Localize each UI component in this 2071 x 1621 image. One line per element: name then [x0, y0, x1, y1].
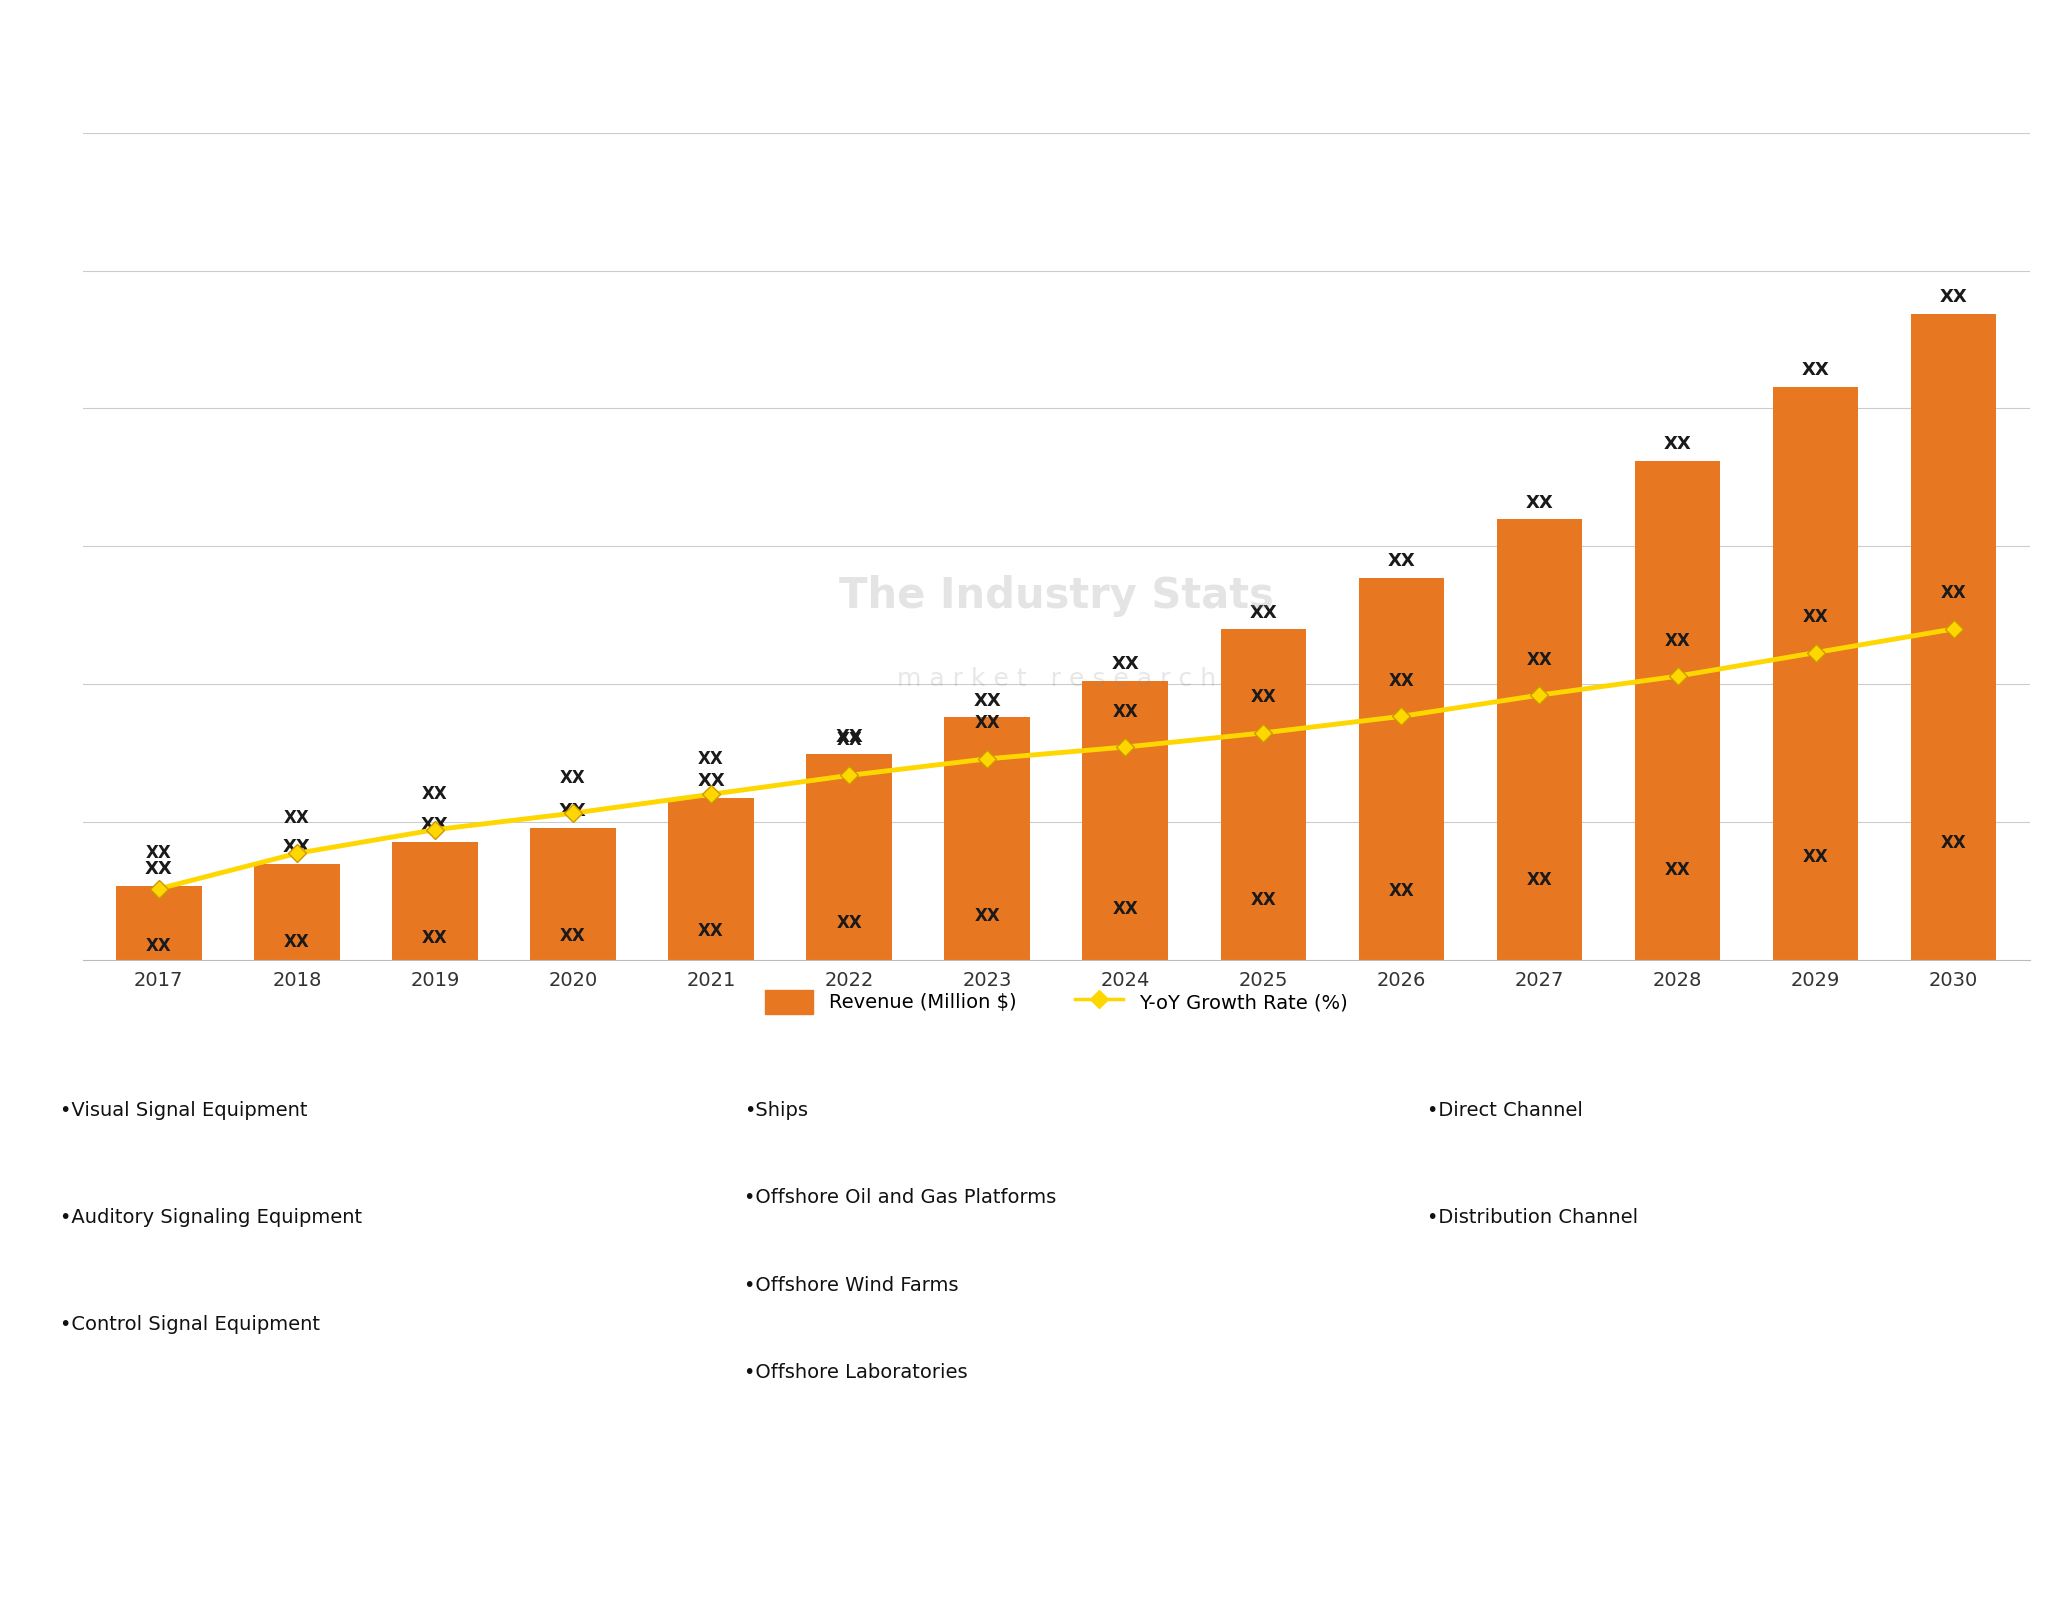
Text: XX: XX — [698, 751, 725, 768]
Bar — [391, 843, 478, 960]
Text: XX: XX — [837, 731, 862, 749]
Text: XX: XX — [698, 773, 725, 791]
Text: XX: XX — [1526, 650, 1553, 668]
Text: XX: XX — [1112, 702, 1139, 721]
Text: XX: XX — [1388, 882, 1414, 900]
Text: XX: XX — [973, 908, 1000, 926]
Text: XX: XX — [698, 922, 725, 940]
Text: XX: XX — [145, 937, 172, 955]
Text: •Direct Channel: •Direct Channel — [1427, 1101, 1582, 1120]
Text: XX: XX — [422, 929, 447, 948]
Text: The Industry Stats: The Industry Stats — [839, 575, 1274, 618]
Text: XX: XX — [1112, 655, 1139, 673]
Text: Sales Channels: Sales Channels — [1630, 1148, 1808, 1172]
Text: XX: XX — [837, 914, 862, 932]
Text: XX: XX — [1802, 848, 1829, 866]
Text: Fig. Global Offshore Signaling Devices Market Status and Outlook: Fig. Global Offshore Signaling Devices M… — [27, 78, 959, 102]
Bar — [1912, 314, 1996, 960]
Text: XX: XX — [145, 861, 172, 879]
Text: •Offshore Oil and Gas Platforms: •Offshore Oil and Gas Platforms — [743, 1188, 1056, 1208]
Bar — [255, 864, 340, 960]
Text: •Auditory Signaling Equipment: •Auditory Signaling Equipment — [60, 1208, 362, 1227]
Bar — [1773, 387, 1858, 960]
Text: XX: XX — [973, 715, 1000, 733]
Text: Website: www.theindustrystats.com: Website: www.theindustrystats.com — [1692, 1582, 2034, 1602]
Text: Email: sales@theindustrystats.com: Email: sales@theindustrystats.com — [872, 1582, 1199, 1602]
Text: XX: XX — [1251, 689, 1276, 707]
Text: Source: Theindustrystats Analysis: Source: Theindustrystats Analysis — [37, 1582, 356, 1602]
Text: XX: XX — [284, 809, 311, 827]
Bar — [1634, 460, 1721, 960]
Bar — [1220, 629, 1307, 960]
Bar — [669, 798, 754, 960]
Text: XX: XX — [1112, 900, 1139, 919]
Bar — [1497, 519, 1582, 960]
Text: XX: XX — [559, 768, 586, 786]
Bar — [1359, 579, 1443, 960]
Text: XX: XX — [835, 728, 864, 746]
Text: •Control Signal Equipment: •Control Signal Equipment — [60, 1315, 321, 1334]
Text: XX: XX — [420, 817, 449, 835]
Bar — [530, 828, 615, 960]
Text: XX: XX — [1665, 632, 1690, 650]
Text: XX: XX — [1388, 671, 1414, 691]
Bar — [806, 754, 893, 960]
Text: XX: XX — [1251, 892, 1276, 909]
Text: XX: XX — [1941, 289, 1967, 306]
Text: XX: XX — [1249, 603, 1278, 621]
Text: XX: XX — [1802, 608, 1829, 626]
Bar — [1083, 681, 1168, 960]
Text: XX: XX — [973, 692, 1000, 710]
Text: Product Types: Product Types — [269, 1148, 435, 1172]
Text: •Offshore Wind Farms: •Offshore Wind Farms — [743, 1276, 959, 1295]
Text: XX: XX — [559, 802, 586, 820]
Text: XX: XX — [1665, 861, 1690, 879]
Text: •Ships: •Ships — [743, 1101, 808, 1120]
Text: m a r k e t   r e s e a r c h: m a r k e t r e s e a r c h — [897, 666, 1216, 691]
Text: •Offshore Laboratories: •Offshore Laboratories — [743, 1363, 967, 1383]
Text: XX: XX — [284, 934, 311, 952]
Text: XX: XX — [145, 845, 172, 862]
Text: XX: XX — [422, 785, 447, 804]
Legend: Revenue (Million $), Y-oY Growth Rate (%): Revenue (Million $), Y-oY Growth Rate (%… — [756, 982, 1357, 1021]
Text: XX: XX — [1388, 553, 1414, 571]
Text: XX: XX — [1526, 872, 1553, 890]
Text: XX: XX — [1941, 835, 1967, 853]
Bar — [116, 887, 201, 960]
Text: XX: XX — [1526, 493, 1553, 512]
Text: XX: XX — [284, 838, 311, 856]
Text: Application: Application — [969, 1148, 1102, 1172]
Text: •Distribution Channel: •Distribution Channel — [1427, 1208, 1638, 1227]
Text: •Visual Signal Equipment: •Visual Signal Equipment — [60, 1101, 309, 1120]
Text: XX: XX — [1802, 361, 1829, 379]
Text: XX: XX — [559, 927, 586, 945]
Text: XX: XX — [1941, 585, 1967, 603]
Bar — [944, 718, 1029, 960]
Text: XX: XX — [1663, 434, 1692, 452]
